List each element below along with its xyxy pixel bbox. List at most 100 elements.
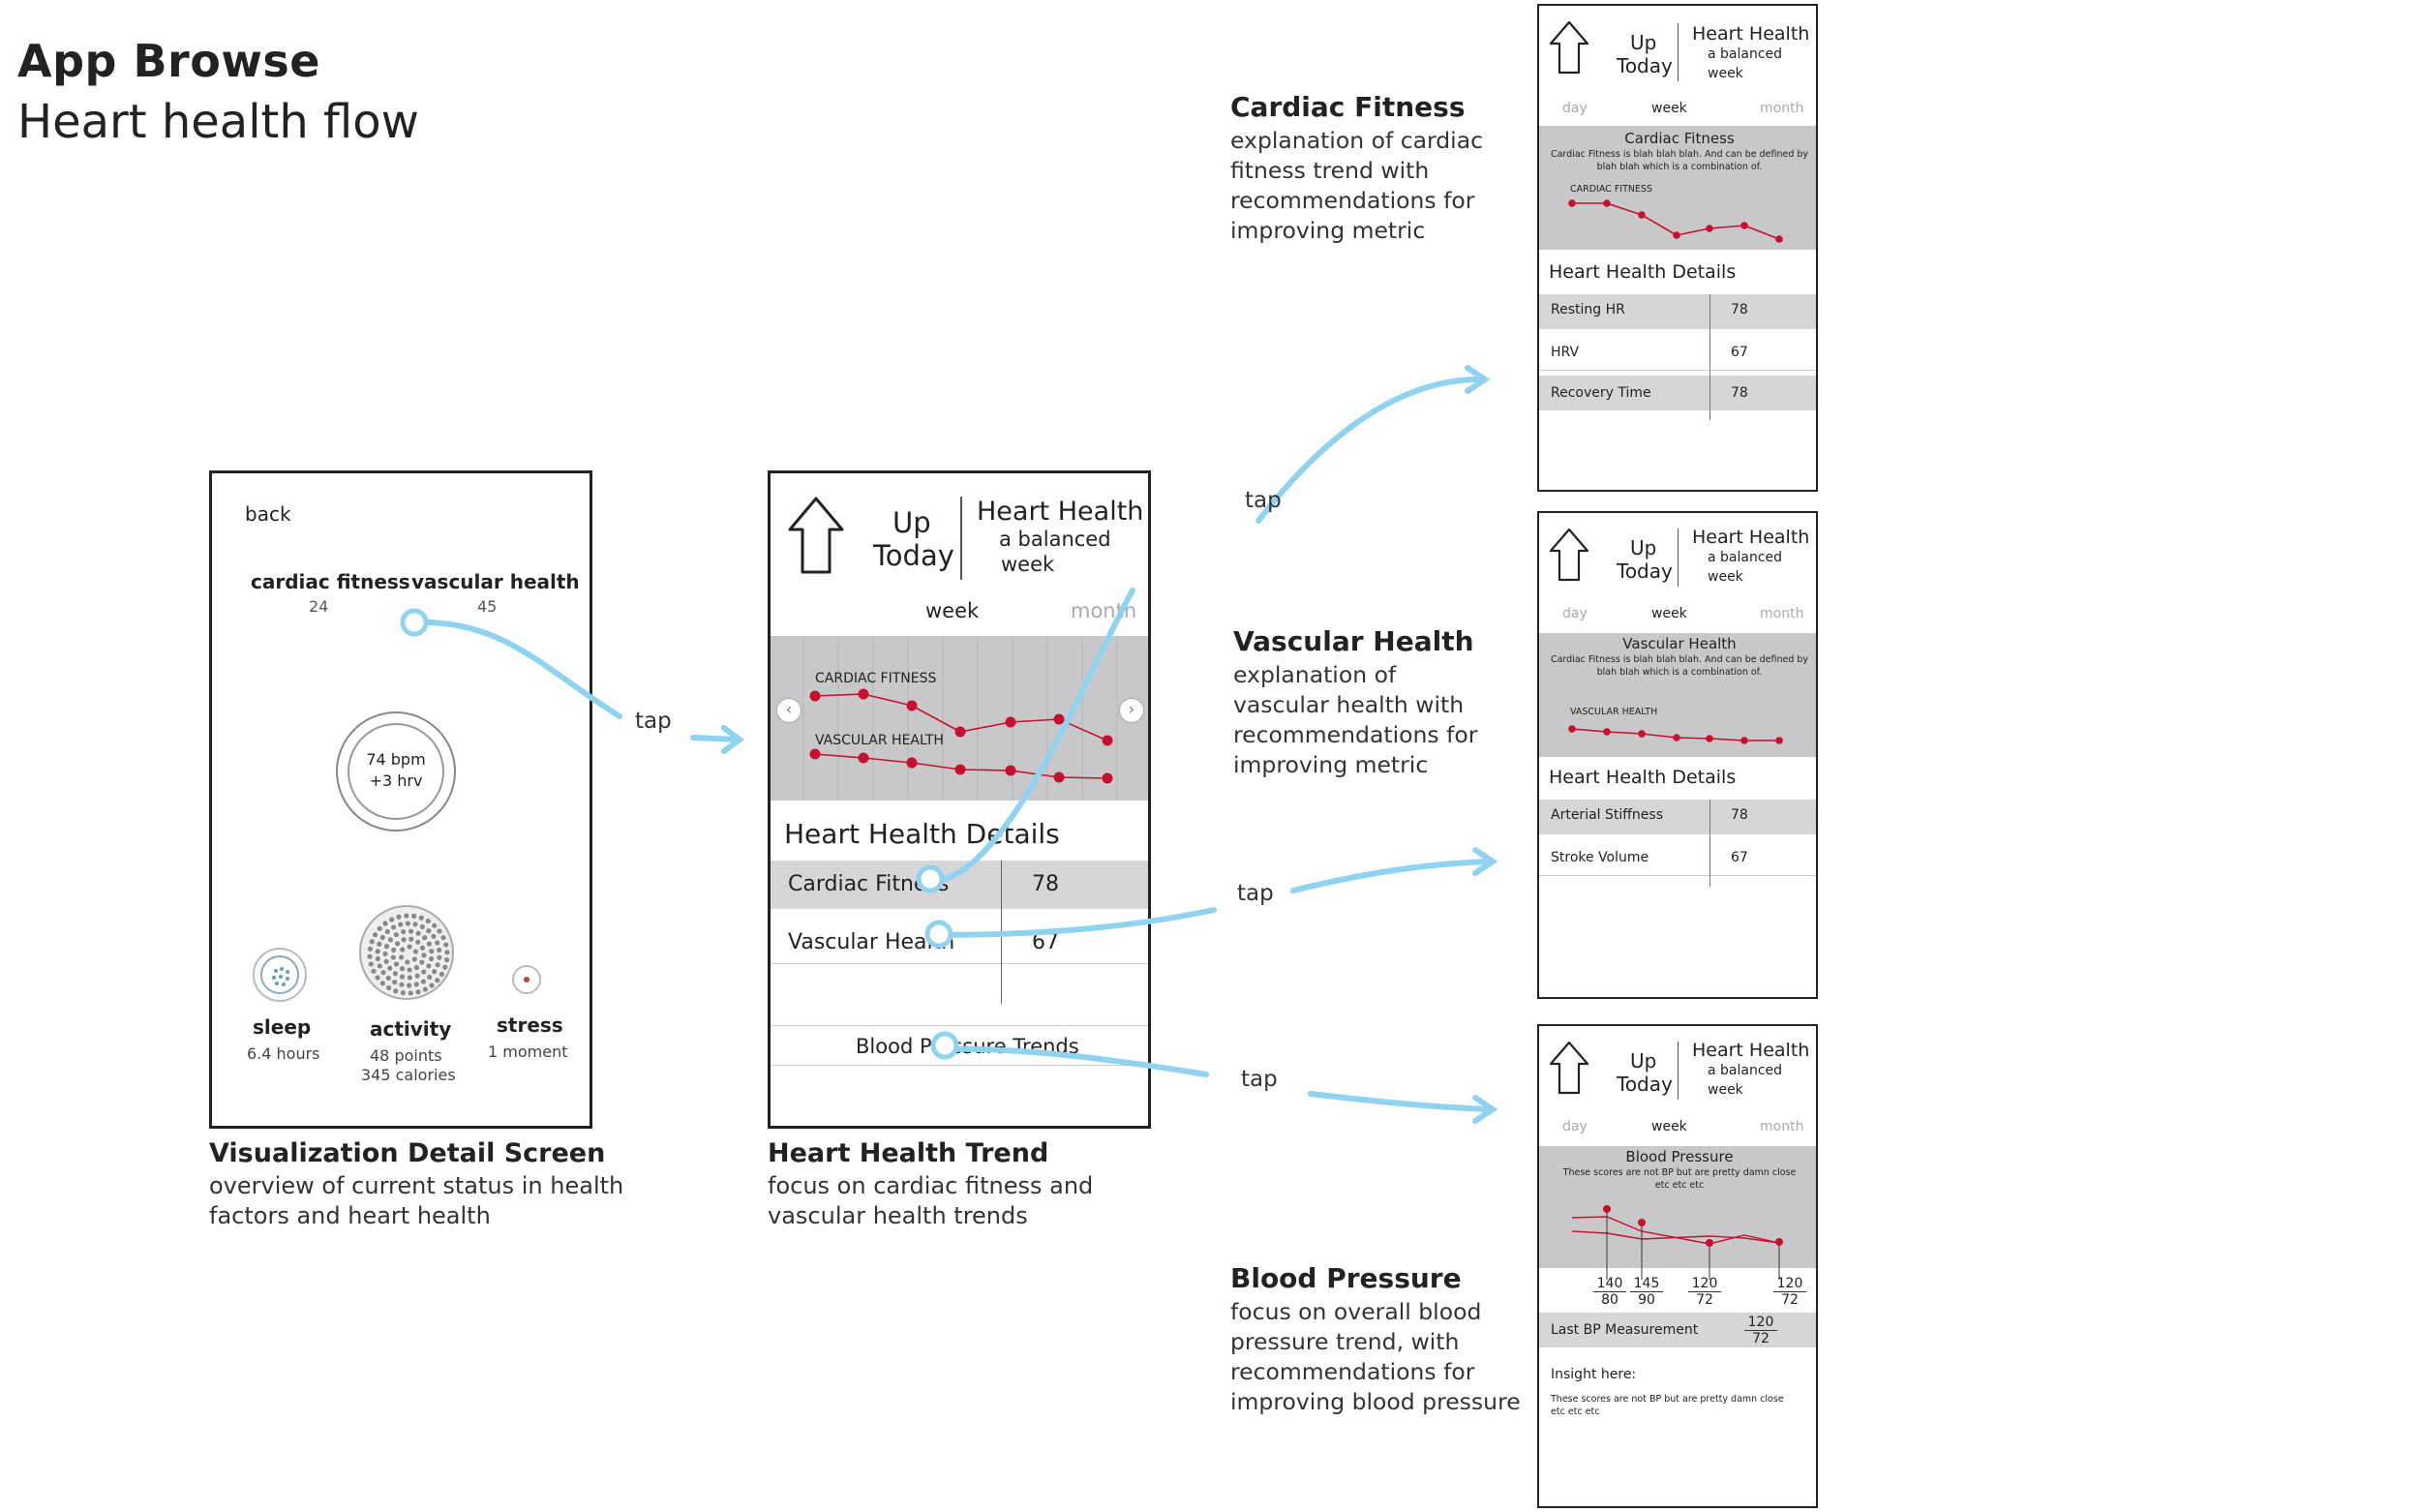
cardiac-fitness-screen: Up Today Heart Health a balanced week da…: [1537, 4, 1818, 492]
vascular-health-label[interactable]: vascular health: [411, 570, 580, 593]
vascular-series-point: [954, 764, 966, 775]
detail-row-value: 78: [1731, 807, 1748, 823]
tap-label: tap: [635, 709, 672, 734]
arrowhead: [1472, 1095, 1498, 1124]
vascular-mini-series-point: [1603, 728, 1611, 736]
activity-dot: [435, 962, 440, 968]
detail-row[interactable]: [1539, 376, 1816, 410]
activity-dot: [382, 951, 388, 957]
bp-desc-line: recommendations for: [1230, 1358, 1475, 1385]
tab-week[interactable]: week: [1651, 1119, 1687, 1134]
activity-dot: [421, 969, 427, 975]
activity-dot: [422, 986, 428, 992]
blood-pressure-screen: Up Today Heart Health a balanced week da…: [1537, 1024, 1818, 1508]
detail-row-value: 67: [1731, 850, 1748, 865]
activity-dot: [372, 932, 378, 938]
activity-dot: [386, 984, 392, 991]
tab-month[interactable]: month: [1760, 101, 1804, 116]
detail-row-label: Resting HR: [1551, 302, 1625, 318]
activity-dot: [426, 941, 432, 947]
detail-row-value: 67: [1032, 930, 1059, 954]
detail-row[interactable]: [1539, 335, 1816, 371]
tab-day[interactable]: day: [1562, 101, 1588, 116]
sleep-icon[interactable]: [253, 948, 307, 1002]
cardiac-mini-chart: [1568, 199, 1783, 243]
heading: Heart Health: [977, 497, 1144, 527]
row-divider: [1709, 294, 1710, 420]
chart-panel: Vascular Health Cardiac Fitness is blah …: [1539, 633, 1816, 757]
activity-dot: [444, 950, 450, 955]
activity-dot: [375, 949, 380, 954]
vascular-mini-series-point: [1706, 735, 1713, 742]
detail-row-value: 78: [1731, 385, 1748, 401]
tab-day[interactable]: day: [1562, 606, 1588, 621]
detail-row[interactable]: [1539, 800, 1816, 834]
activity-dot: [399, 982, 405, 987]
activity-dot: [369, 939, 375, 945]
activity-dot: [435, 940, 440, 946]
today-label: Today: [1617, 1073, 1673, 1096]
tab-day[interactable]: day: [1562, 1119, 1588, 1134]
activity-dot: [393, 931, 399, 938]
flow-arrow: [1290, 859, 1494, 893]
insight-title: Insight here:: [1551, 1367, 1637, 1382]
chart-prev-button[interactable]: ‹: [776, 698, 802, 723]
bp-diastolic: 90: [1638, 1292, 1655, 1308]
cardiac-series-point: [1102, 735, 1113, 746]
cardiac-desc-line: explanation of cardiac: [1230, 127, 1484, 154]
today-label: Today: [1617, 559, 1673, 583]
detail-row[interactable]: [1539, 840, 1816, 876]
cardiac-desc-line: fitness trend with: [1230, 157, 1430, 184]
activity-dot: [405, 921, 410, 926]
vascular-mini-series-point: [1775, 737, 1783, 744]
bp-envelope-line: [1571, 1216, 1780, 1245]
flow-arrow: [690, 735, 741, 742]
bp-desc-line: improving blood pressure: [1230, 1388, 1521, 1415]
detail-row-value: 67: [1731, 345, 1748, 360]
back-link[interactable]: back: [245, 502, 291, 526]
stress-icon[interactable]: [512, 965, 541, 994]
tab-month[interactable]: month: [1760, 1119, 1804, 1134]
heading-sub1: a balanced: [999, 528, 1111, 551]
activity-dot: [404, 913, 409, 919]
vascular-mini-series-point: [1638, 730, 1646, 738]
cardiac-desc-line: improving metric: [1230, 217, 1426, 244]
bp-diastolic: 72: [1752, 1331, 1770, 1346]
cardiac-mini-series-point: [1568, 199, 1576, 207]
detail-row[interactable]: [1539, 294, 1816, 329]
tab-month[interactable]: month: [1071, 599, 1137, 622]
details-title: Heart Health Details: [784, 818, 1060, 850]
activity-dot: [429, 983, 435, 988]
sleep-label: sleep: [253, 1015, 312, 1039]
flow-arrow: [1255, 376, 1486, 524]
insight-text: These scores are not BP but are pretty d…: [1551, 1394, 1784, 1405]
screen2-caption-title: Heart Health Trend: [768, 1138, 1049, 1168]
tab-week[interactable]: week: [925, 599, 980, 622]
chart-next-button[interactable]: ›: [1119, 698, 1144, 723]
heart-rate-ring[interactable]: 74 bpm +3 hrv: [336, 711, 456, 832]
activity-icon[interactable]: [359, 905, 454, 1000]
activity-dot: [384, 928, 390, 935]
activity-dot: [411, 956, 417, 962]
tab-week[interactable]: week: [1651, 101, 1687, 116]
chart-text: blah blah which is a combination of.: [1596, 162, 1763, 172]
activity-dot: [389, 917, 395, 922]
activity-dot: [401, 928, 407, 935]
tab-week[interactable]: week: [1651, 606, 1687, 621]
activity-dot: [408, 936, 414, 942]
cardiac-mini-series-point: [1740, 222, 1748, 229]
activity-dot: [429, 949, 435, 954]
activity-dot: [407, 975, 412, 981]
activity-dot: [393, 988, 399, 994]
activity-dot: [390, 954, 396, 960]
vascular-series-point: [906, 757, 918, 769]
vascular-desc-line: explanation of: [1233, 661, 1397, 688]
detail-row-vascular[interactable]: [771, 915, 1148, 964]
up-label: Up: [1630, 536, 1657, 559]
tab-month[interactable]: month: [1760, 606, 1804, 621]
vascular-mini-series-point: [1673, 734, 1680, 741]
cardiac-fitness-label[interactable]: cardiac fitness: [251, 570, 410, 593]
bp-reading: 120 72: [1688, 1276, 1721, 1308]
activity-dot: [411, 913, 417, 919]
bp-point: [1706, 1239, 1713, 1247]
